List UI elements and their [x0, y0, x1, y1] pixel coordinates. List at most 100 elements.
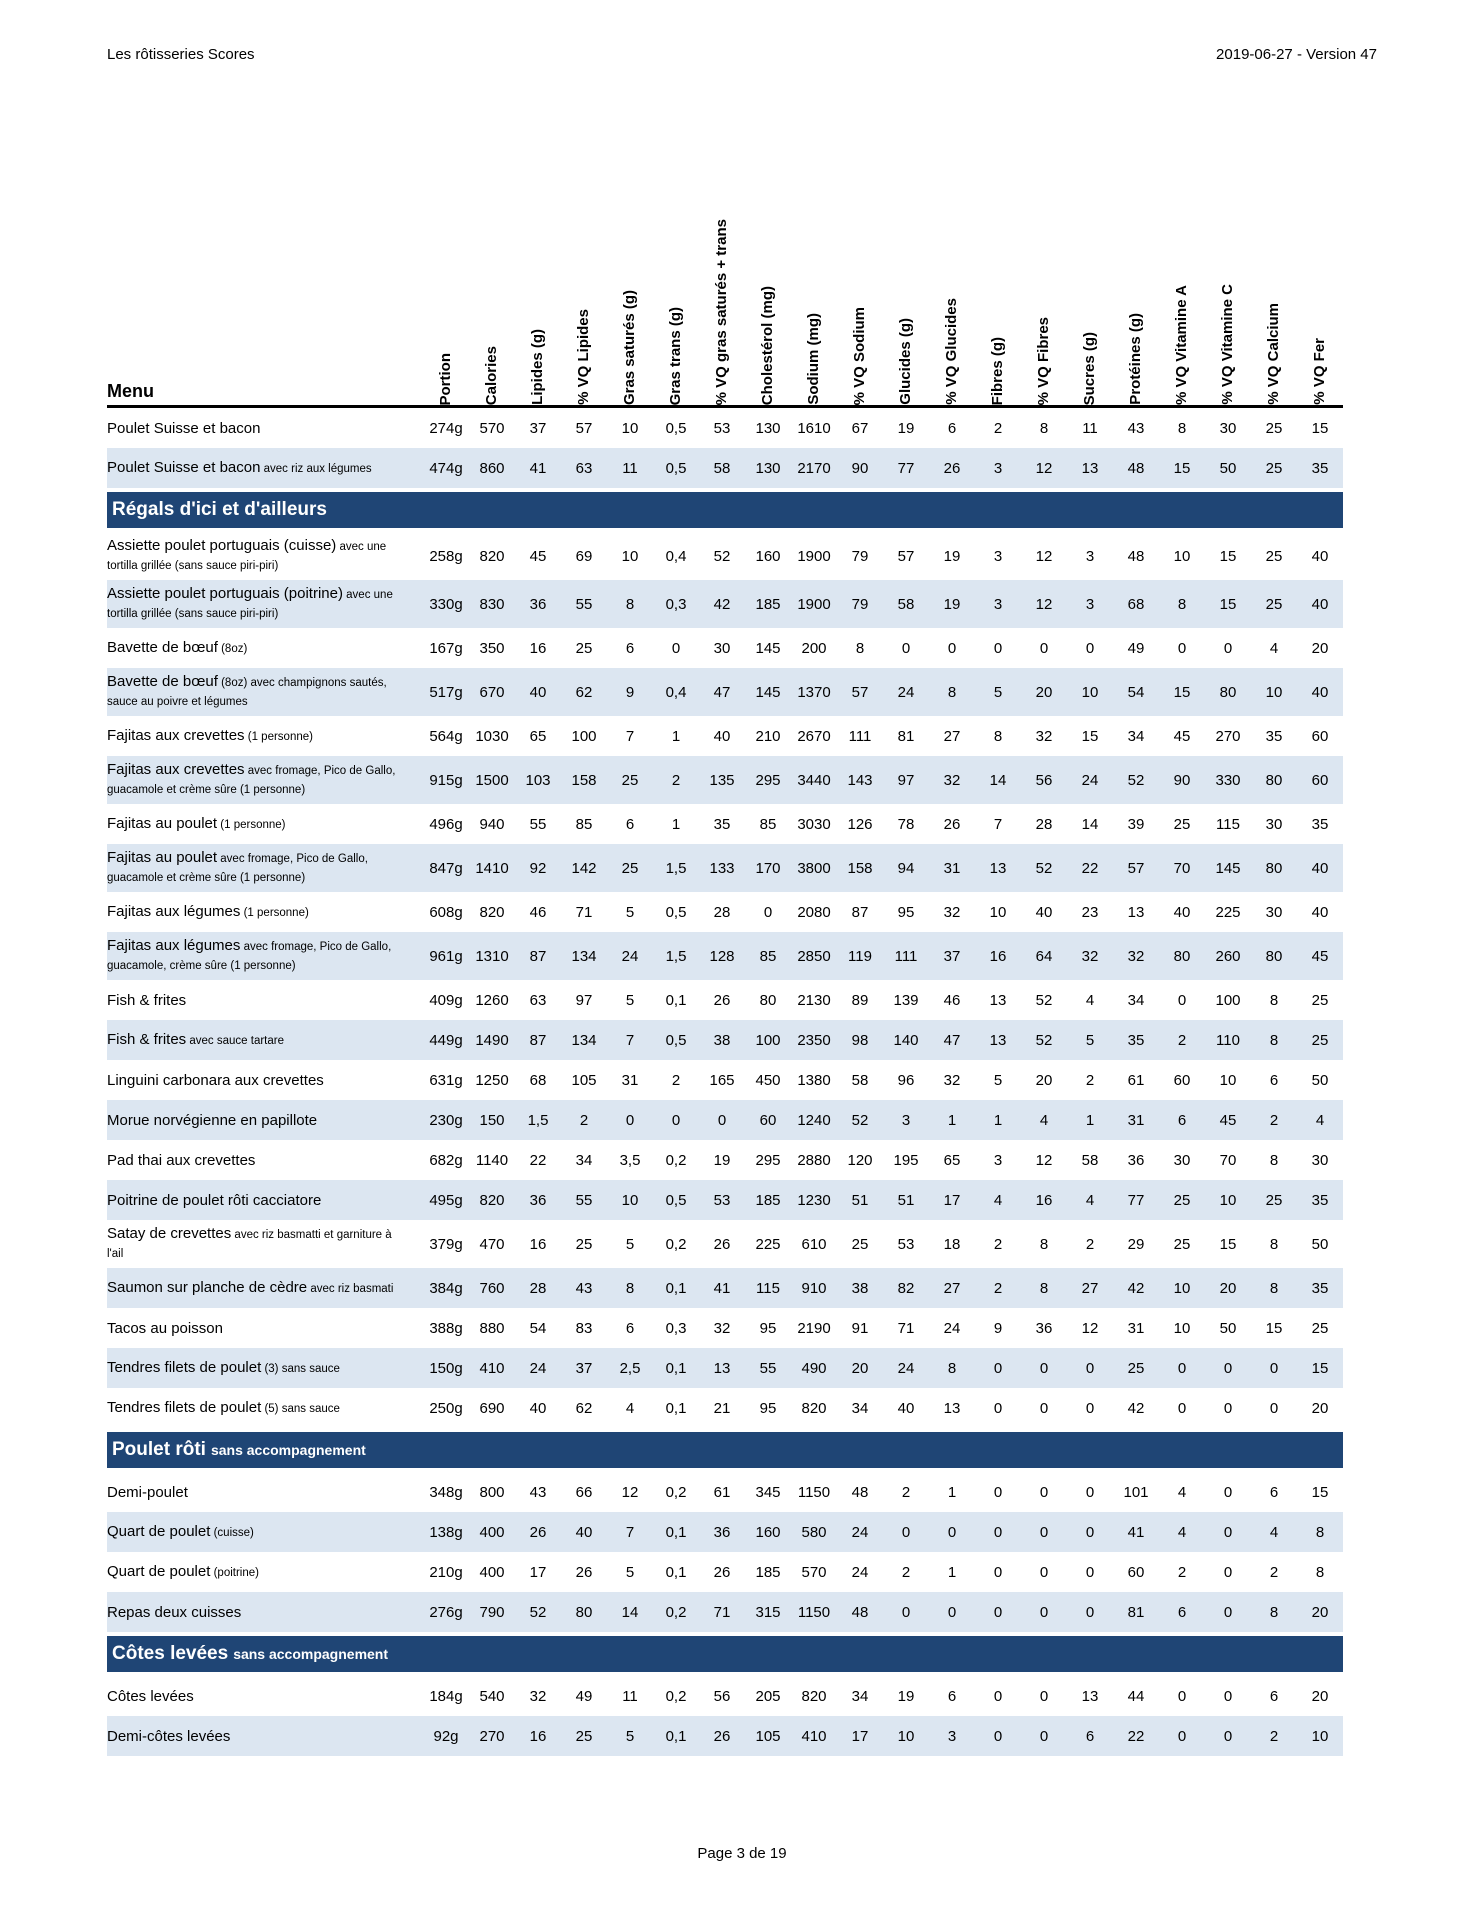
column-header-label: % VQ Lipides	[574, 309, 592, 405]
value-cell: 1	[947, 1483, 957, 1501]
value-cell: 847g	[429, 859, 463, 877]
value-cell: 350	[479, 639, 505, 657]
value-cell: 53	[713, 419, 731, 437]
value-cell: 0	[1177, 991, 1187, 1009]
value-cell: 400	[479, 1563, 505, 1581]
value-cell: 71	[575, 903, 593, 921]
value-cell: 45	[529, 547, 547, 565]
value-cell: 11	[1082, 419, 1098, 437]
value-cell: 126	[847, 815, 873, 833]
value-cell: 19	[943, 595, 961, 613]
value-cell: 15	[1081, 727, 1099, 745]
menu-item-name: Quart de poulet (poitrine)	[107, 1562, 259, 1580]
value-cell: 62	[575, 1399, 593, 1417]
value-cell: 158	[571, 771, 597, 789]
table-row: Fish & frites 409g 1260 63 97 5 0,1 26 80 2130 89 1…	[107, 980, 1343, 1020]
column-header-label: Cholestérol (mg)	[758, 285, 776, 405]
value-cell: 409g	[429, 991, 463, 1009]
value-cell: 2130	[797, 991, 831, 1009]
value-cell: 517g	[429, 683, 463, 701]
column-header-label: Sucres (g)	[1080, 331, 1098, 405]
nutrition-table: Menu Portion Calories Lipides (g) % VQ Lipi…	[107, 140, 1343, 1756]
value-cell: 32	[1081, 947, 1099, 965]
value-cell: 52	[1035, 991, 1053, 1009]
value-cell: 35	[1265, 727, 1283, 745]
value-cell: 1	[947, 1111, 957, 1129]
value-cell: 36	[529, 595, 547, 613]
value-cell: 12	[1035, 595, 1053, 613]
value-cell: 0	[1085, 1399, 1095, 1417]
value-cell: 12	[621, 1483, 639, 1501]
table-row: Pad thai aux crevettes 682g 1140 22 34 3,5 0,2…	[107, 1140, 1343, 1180]
value-cell: 270	[479, 1727, 505, 1745]
value-cell: 12	[1035, 1151, 1053, 1169]
value-cell: 10	[1219, 1071, 1237, 1089]
value-cell: 1140	[475, 1151, 509, 1169]
column-header: % VQ gras saturés + trans	[699, 219, 745, 405]
value-cell: 45	[1311, 947, 1329, 965]
value-cell: 16	[529, 639, 547, 657]
column-header-label: % VQ Glucides	[942, 298, 960, 405]
value-cell: 0	[671, 1111, 681, 1129]
table-header-row: Menu Portion Calories Lipides (g) % VQ Lipi…	[107, 140, 1343, 408]
value-cell: 98	[851, 1031, 869, 1049]
value-cell: 95	[759, 1319, 777, 1337]
value-cell: 22	[1081, 859, 1099, 877]
value-cell: 0,1	[665, 1727, 687, 1745]
table-row: Fajitas au poulet avec fromage, Pico de …	[107, 844, 1343, 892]
value-cell: 49	[575, 1687, 593, 1705]
value-cell: 8	[1269, 1235, 1279, 1253]
value-cell: 8	[1315, 1523, 1325, 1541]
value-cell: 6	[947, 419, 957, 437]
value-cell: 31	[1127, 1319, 1145, 1337]
value-cell: 6	[1269, 1687, 1279, 1705]
value-cell: 2	[901, 1483, 911, 1501]
value-cell: 30	[1265, 903, 1283, 921]
table-body: Poulet Suisse et bacon 274g 570 37 57 10 0,5 53…	[107, 408, 1343, 1756]
column-header: % VQ Lipides	[561, 309, 607, 405]
value-cell: 45	[1173, 727, 1191, 745]
value-cell: 330g	[429, 595, 463, 613]
value-cell: 40	[1173, 903, 1191, 921]
menu-item-name: Linguini carbonara aux crevettes	[107, 1071, 324, 1089]
value-cell: 6	[625, 639, 635, 657]
table-row: Fajitas aux légumes avec fromage, Pico d…	[107, 932, 1343, 980]
value-cell: 55	[529, 815, 547, 833]
menu-item-name: Bavette de bœuf (8oz)	[107, 638, 248, 656]
column-header-label: Calories	[482, 345, 500, 405]
value-cell: 790	[479, 1603, 505, 1621]
column-header: % VQ Glucides	[929, 298, 975, 405]
value-cell: 2	[1085, 1071, 1095, 1089]
value-cell: 48	[851, 1483, 869, 1501]
value-cell: 0	[993, 1399, 1003, 1417]
value-cell: 41	[713, 1279, 731, 1297]
value-cell: 2	[671, 1071, 681, 1089]
value-cell: 24	[897, 1359, 915, 1377]
value-cell: 50	[1311, 1071, 1329, 1089]
value-cell: 10	[1173, 1279, 1191, 1297]
value-cell: 38	[851, 1279, 869, 1297]
value-cell: 682g	[429, 1151, 463, 1169]
value-cell: 230g	[429, 1111, 463, 1129]
value-cell: 8	[1269, 1279, 1279, 1297]
value-cell: 0	[1177, 1399, 1187, 1417]
value-cell: 25	[1173, 1191, 1191, 1209]
value-cell: 24	[1081, 771, 1099, 789]
section-subtitle: sans accompagnement	[210, 1442, 366, 1458]
value-cell: 470	[479, 1235, 505, 1253]
value-cell: 80	[1219, 683, 1237, 701]
value-cell: 26	[713, 1235, 731, 1253]
menu-item-name: Fish & frites avec sauce tartare	[107, 1030, 284, 1048]
value-cell: 15	[1265, 1319, 1283, 1337]
value-cell: 43	[529, 1483, 547, 1501]
value-cell: 1150	[797, 1603, 831, 1621]
menu-column-header: Menu	[107, 381, 154, 401]
value-cell: 10	[1311, 1727, 1329, 1745]
menu-item-name: Satay de crevettes avec riz basmatti et …	[107, 1225, 392, 1260]
value-cell: 17	[529, 1563, 547, 1581]
value-cell: 0	[1223, 1687, 1233, 1705]
value-cell: 79	[851, 547, 869, 565]
value-cell: 66	[575, 1483, 593, 1501]
value-cell: 71	[713, 1603, 731, 1621]
value-cell: 25	[1127, 1359, 1145, 1377]
